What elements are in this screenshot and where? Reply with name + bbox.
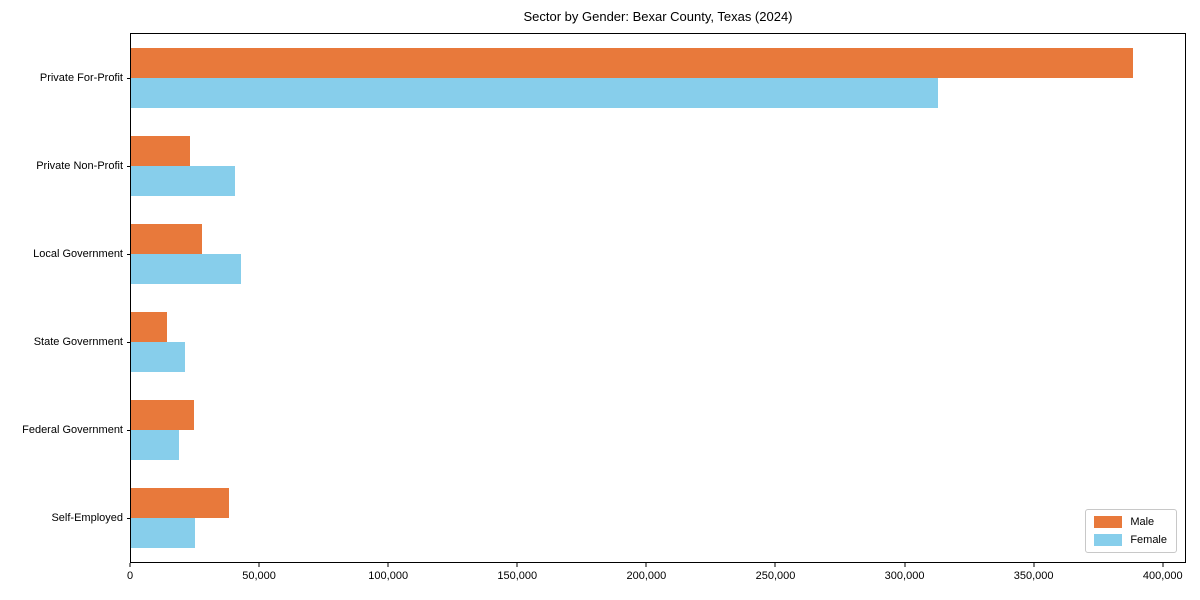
x-tick-label: 50,000: [242, 570, 276, 582]
x-tick-mark: [1162, 563, 1164, 567]
bar-group-local-government: [131, 224, 1185, 284]
bar-female-self-employed: [131, 518, 196, 548]
x-tick-label: 250,000: [755, 570, 796, 582]
legend: Male Female: [1085, 509, 1177, 553]
bar-female-private-non-profit: [131, 166, 236, 196]
y-tick-mark: [127, 342, 131, 343]
category-row-self-employed: Self-Employed: [51, 474, 1185, 562]
category-row-private-non-profit: Private Non-Profit: [36, 122, 1185, 210]
x-tick-mark: [774, 563, 776, 567]
legend-entry-male: Male: [1094, 516, 1167, 528]
x-tick-label: 300,000: [884, 570, 925, 582]
bar-group-private-non-profit: [131, 136, 1185, 196]
y-tick-label-state-government: State Government: [33, 336, 123, 348]
plot-area: Private For-Profit Private Non-Profit Loca…: [22, 33, 1186, 563]
bar-group-private-for-profit: [131, 48, 1185, 108]
bar-male-local-government: [131, 224, 202, 254]
y-tick-mark: [127, 518, 131, 519]
bar-female-federal-government: [131, 430, 179, 460]
legend-swatch-female: [1094, 534, 1123, 546]
bar-male-federal-government: [131, 400, 195, 430]
legend-entry-female: Female: [1094, 534, 1167, 546]
bar-female-private-for-profit: [131, 78, 938, 108]
x-tick-label: 150,000: [497, 570, 538, 582]
category-row-private-for-profit: Private For-Profit: [40, 34, 1185, 122]
y-tick-mark: [127, 78, 131, 79]
y-tick-label-local-government: Local Government: [33, 248, 123, 260]
bar-group-federal-government: [131, 400, 1185, 460]
x-tick-mark: [129, 563, 131, 567]
bar-female-local-government: [131, 254, 241, 284]
bar-male-state-government: [131, 312, 168, 342]
x-tick-label: 200,000: [626, 570, 667, 582]
x-tick-mark: [258, 563, 260, 567]
x-tick-mark: [1033, 563, 1035, 567]
x-tick-mark: [645, 563, 647, 567]
category-row-state-government: State Government: [34, 298, 1185, 386]
y-tick-mark: [127, 166, 131, 167]
bar-male-self-employed: [131, 488, 229, 518]
legend-label-male: Male: [1130, 516, 1155, 528]
category-row-federal-government: Federal Government: [22, 386, 1185, 474]
y-tick-label-federal-government: Federal Government: [22, 424, 123, 436]
x-tick-mark: [387, 563, 389, 567]
legend-swatch-male: [1094, 516, 1123, 528]
y-tick-label-private-non-profit: Private Non-Profit: [36, 160, 123, 172]
y-tick-mark: [127, 254, 131, 255]
bar-male-private-for-profit: [131, 48, 1134, 78]
x-tick-label: 400,000: [1142, 570, 1183, 582]
bar-female-state-government: [131, 342, 186, 372]
x-tick-label: 0: [126, 570, 134, 582]
bar-group-state-government: [131, 312, 1185, 372]
category-row-local-government: Local Government: [33, 210, 1185, 298]
bar-group-self-employed: [131, 488, 1185, 548]
chart-title: Sector by Gender: Bexar County, Texas (2…: [523, 9, 793, 24]
x-tick-label: 100,000: [368, 570, 409, 582]
x-tick-mark: [904, 563, 906, 567]
x-tick-label: 350,000: [1013, 570, 1054, 582]
legend-label-female: Female: [1130, 534, 1167, 546]
bar-male-private-non-profit: [131, 136, 191, 166]
y-tick-mark: [127, 430, 131, 431]
y-tick-label-private-for-profit: Private For-Profit: [39, 72, 123, 84]
x-tick-mark: [516, 563, 518, 567]
x-axis: 0 50,000 100,000 150,000 200,000 250,000 300,0…: [126, 563, 1186, 593]
y-tick-label-self-employed: Self-Employed: [51, 512, 123, 524]
